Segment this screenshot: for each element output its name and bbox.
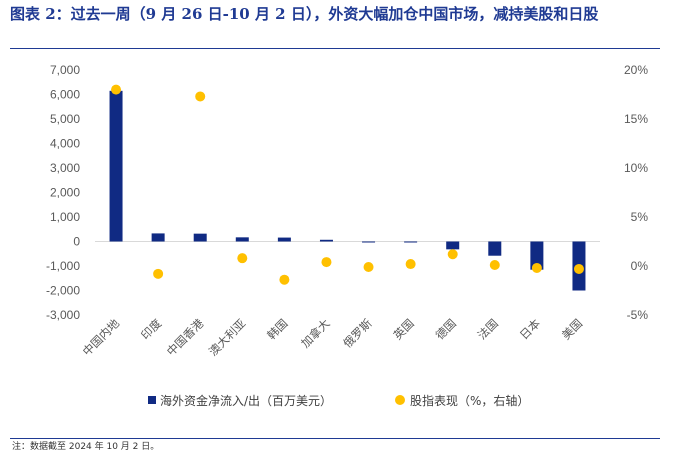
category-label: 俄罗斯 bbox=[340, 316, 375, 351]
dot-日本 bbox=[531, 262, 542, 273]
dot-德国 bbox=[447, 249, 458, 260]
chart-title: 图表 2：过去一周（9 月 26 日-10 月 2 日），外资大幅加仓中国市场，… bbox=[10, 5, 599, 23]
dot-俄罗斯 bbox=[363, 261, 374, 272]
right-tick-label: -5% bbox=[627, 308, 649, 322]
legend-dot-swatch bbox=[395, 395, 405, 405]
left-axis-ticks: -3,000 -2,000 -1,000 0 1,000 2,000 3,000 4,000 5… bbox=[46, 63, 80, 322]
category-label: 印度 bbox=[138, 316, 165, 343]
category-label: 美国 bbox=[559, 316, 585, 342]
left-tick-label: 6,000 bbox=[50, 88, 80, 102]
left-tick-label: 2,000 bbox=[50, 186, 80, 200]
left-tick-label: -2,000 bbox=[46, 284, 80, 298]
dot-中国内地 bbox=[111, 84, 122, 95]
title-rule bbox=[10, 48, 660, 49]
legend-bar-label: 海外资金净流入/出（百万美元） bbox=[160, 393, 332, 408]
category-label: 韩国 bbox=[264, 316, 290, 342]
category-label: 加拿大 bbox=[298, 316, 333, 351]
left-tick-label: 5,000 bbox=[50, 112, 80, 126]
category-label: 日本 bbox=[517, 316, 544, 343]
bar-series bbox=[109, 90, 586, 291]
category-label: 德国 bbox=[433, 316, 459, 342]
right-tick-label: 20% bbox=[624, 63, 648, 77]
bar-英国 bbox=[404, 241, 418, 243]
footnote: 注：数据截至 2024 年 10 月 2 日。 bbox=[12, 442, 160, 452]
left-tick-label: -1,000 bbox=[46, 259, 80, 273]
dot-澳大利亚 bbox=[237, 253, 248, 264]
legend-bar-swatch bbox=[148, 396, 156, 404]
bar-法国 bbox=[488, 241, 502, 256]
bar-俄罗斯 bbox=[362, 241, 376, 243]
left-tick-label: 4,000 bbox=[50, 137, 80, 151]
category-label: 澳大利亚 bbox=[206, 316, 248, 358]
left-tick-label: 0 bbox=[73, 235, 80, 249]
dot-中国香港 bbox=[195, 91, 206, 102]
bar-日本 bbox=[530, 241, 544, 270]
dot-series bbox=[111, 84, 584, 285]
dot-印度 bbox=[153, 268, 164, 279]
dot-法国 bbox=[489, 260, 500, 271]
left-tick-label: 3,000 bbox=[50, 161, 80, 175]
bar-印度 bbox=[151, 233, 165, 242]
bar-加拿大 bbox=[319, 239, 333, 242]
category-labels: 中国内地 印度 中国香港 澳大利亚 韩国 加拿大 俄罗斯 英国 德国 法国 日本 美国 bbox=[80, 316, 585, 359]
dot-美国 bbox=[573, 263, 584, 274]
left-tick-label: -3,000 bbox=[46, 308, 80, 322]
right-tick-label: 0% bbox=[631, 259, 649, 273]
legend-dot-label: 股指表现（%，右轴） bbox=[410, 393, 529, 408]
dot-加拿大 bbox=[321, 257, 332, 268]
left-tick-label: 1,000 bbox=[50, 210, 80, 224]
category-label: 英国 bbox=[391, 316, 417, 342]
legend: 海外资金净流入/出（百万美元） 股指表现（%，右轴） bbox=[148, 393, 529, 408]
right-tick-label: 15% bbox=[624, 112, 648, 126]
dot-英国 bbox=[405, 259, 416, 270]
bar-韩国 bbox=[277, 237, 291, 242]
bar-中国香港 bbox=[193, 233, 207, 242]
right-tick-label: 5% bbox=[631, 210, 649, 224]
bar-德国 bbox=[446, 241, 460, 250]
bar-澳大利亚 bbox=[235, 237, 249, 242]
category-label: 法国 bbox=[475, 316, 501, 342]
dot-韩国 bbox=[279, 274, 290, 285]
category-label: 中国内地 bbox=[80, 316, 123, 359]
footer-rule bbox=[10, 438, 660, 439]
right-axis-ticks: -5% 0% 5% 10% 15% 20% bbox=[624, 63, 648, 322]
left-tick-label: 7,000 bbox=[50, 63, 80, 77]
bar-中国内地 bbox=[109, 90, 123, 242]
category-label: 中国香港 bbox=[164, 316, 207, 359]
right-tick-label: 10% bbox=[624, 161, 648, 175]
